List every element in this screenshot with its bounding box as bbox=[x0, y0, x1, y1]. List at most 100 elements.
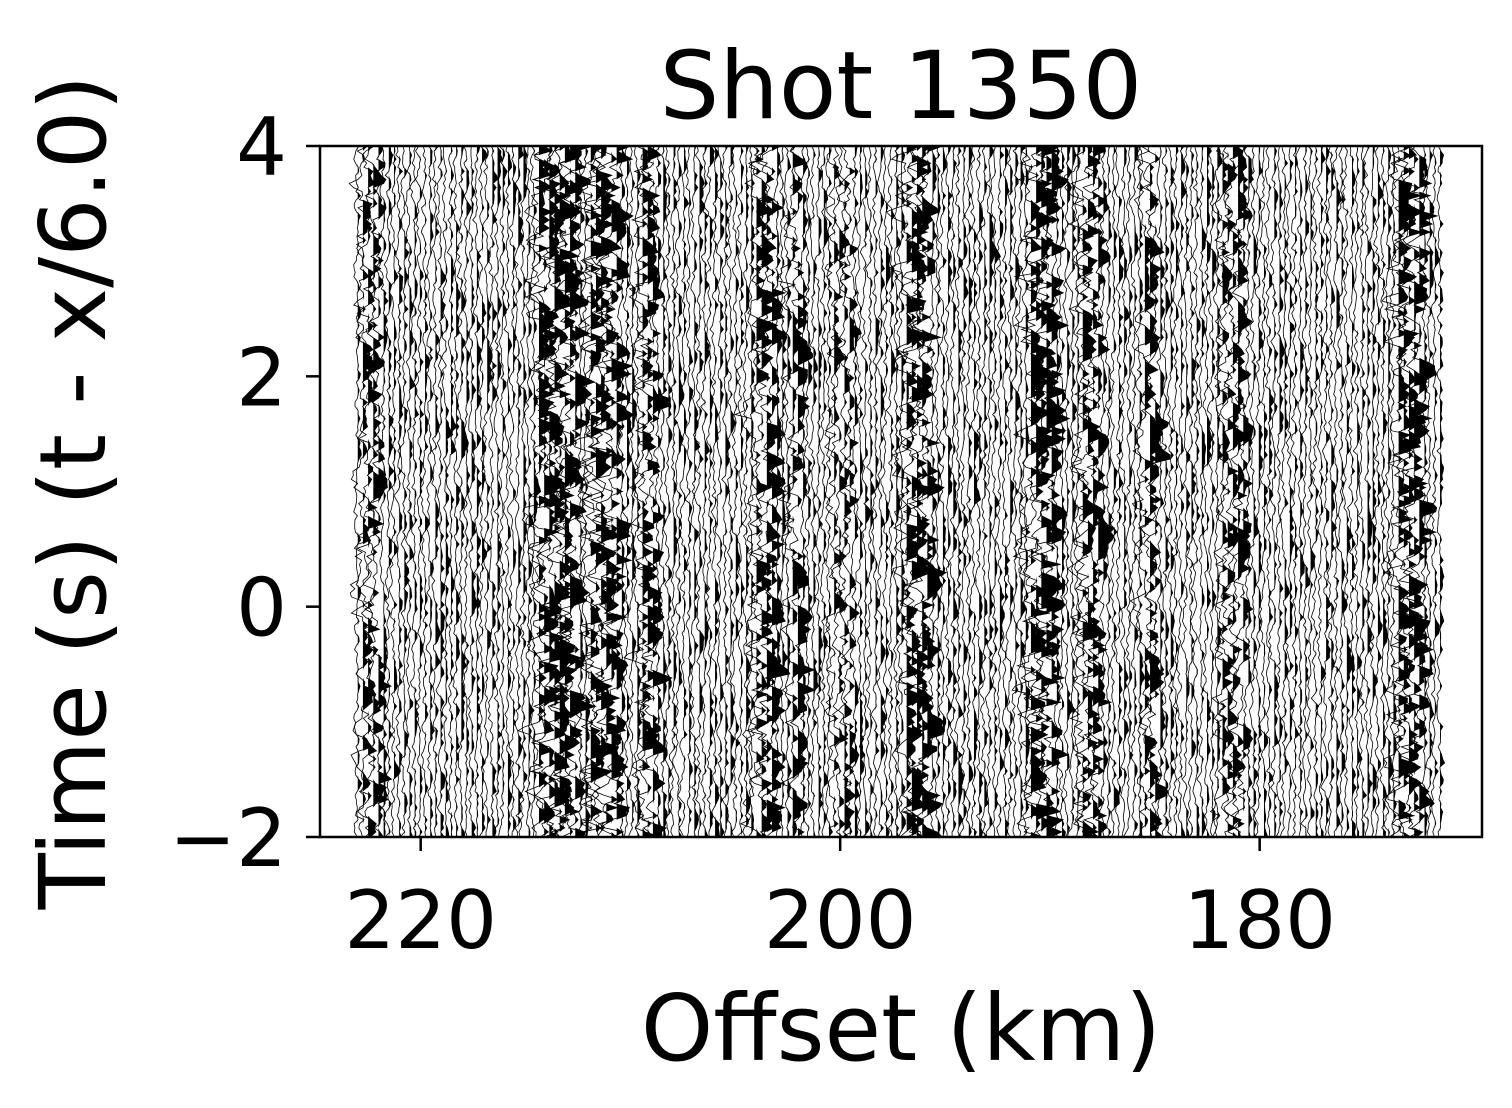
trace-fill bbox=[590, 147, 612, 836]
trace-fill bbox=[694, 147, 700, 836]
trace-fill bbox=[1103, 147, 1110, 836]
trace-wiggle bbox=[1388, 146, 1397, 837]
trace-wiggle bbox=[891, 146, 902, 837]
trace-wiggle bbox=[377, 146, 389, 837]
trace-wiggle bbox=[652, 146, 664, 837]
trace-fill bbox=[1331, 147, 1337, 836]
trace-fill bbox=[616, 147, 633, 836]
trace-fill bbox=[1279, 147, 1285, 836]
trace-wiggle bbox=[621, 146, 633, 837]
trace-wiggle bbox=[445, 146, 458, 837]
trace-fill bbox=[1388, 147, 1394, 836]
trace-wiggle bbox=[1242, 146, 1254, 837]
trace-wiggle bbox=[736, 146, 745, 837]
trace-wiggle bbox=[1420, 146, 1429, 837]
trace-fill bbox=[782, 147, 788, 836]
trace-wiggle bbox=[409, 146, 420, 837]
trace-fill bbox=[368, 147, 384, 836]
trace-wiggle bbox=[858, 146, 872, 837]
trace-fill bbox=[1398, 147, 1420, 836]
trace-wiggle bbox=[419, 146, 431, 837]
y-tick-label: 4 bbox=[236, 101, 287, 194]
trace-fill bbox=[1191, 147, 1196, 836]
trace-wiggle bbox=[1362, 146, 1373, 837]
trace-fill bbox=[394, 147, 400, 836]
trace-wiggle bbox=[513, 146, 525, 837]
trace-fill bbox=[621, 147, 626, 836]
traces-layer bbox=[348, 146, 1446, 837]
trace-fill bbox=[1025, 147, 1031, 836]
trace-wiggle bbox=[1392, 146, 1429, 837]
trace-wiggle bbox=[472, 146, 483, 837]
trace-wiggle bbox=[548, 146, 590, 837]
trace-wiggle bbox=[571, 146, 613, 837]
trace-wiggle bbox=[932, 146, 944, 837]
trace-wiggle bbox=[693, 146, 705, 837]
trace-wiggle bbox=[990, 146, 1001, 837]
trace-wiggle bbox=[937, 146, 947, 837]
chart-title: Shot 1350 bbox=[660, 32, 1143, 141]
trace-wiggle bbox=[388, 146, 400, 837]
trace-wiggle bbox=[580, 146, 591, 837]
trace-wiggle bbox=[1248, 146, 1260, 837]
trace-wiggle bbox=[704, 146, 715, 837]
trace-fill bbox=[1201, 147, 1207, 836]
trace-wiggle bbox=[493, 146, 504, 837]
trace-wiggle bbox=[822, 146, 846, 837]
trace-wiggle bbox=[709, 146, 720, 837]
trace-wiggle bbox=[383, 146, 395, 837]
trace-wiggle bbox=[1175, 146, 1188, 837]
trace-fill bbox=[917, 147, 931, 836]
trace-fill bbox=[507, 147, 512, 836]
trace-fill bbox=[1124, 147, 1130, 836]
trace-wiggle bbox=[948, 146, 960, 837]
trace-wiggle bbox=[541, 146, 586, 837]
trace-fill bbox=[735, 147, 741, 836]
trace-fill bbox=[761, 147, 778, 836]
trace-fill bbox=[482, 147, 488, 836]
trace-wiggle bbox=[1190, 146, 1201, 837]
trace-wiggle bbox=[733, 146, 779, 837]
trace-wiggle bbox=[824, 146, 834, 837]
trace-fill bbox=[1274, 147, 1279, 836]
trace-fill bbox=[1429, 147, 1435, 836]
trace-fill bbox=[948, 147, 953, 836]
trace-fill bbox=[860, 147, 866, 836]
trace-wiggle bbox=[507, 146, 519, 837]
trace-wiggle bbox=[538, 146, 583, 837]
trace-fill bbox=[844, 147, 856, 836]
trace-wiggle bbox=[1275, 146, 1285, 837]
trace-fill bbox=[813, 147, 819, 836]
trace-fill bbox=[1336, 147, 1342, 836]
trace-wiggle bbox=[658, 146, 668, 837]
trace-wiggle bbox=[595, 146, 634, 837]
trace-fill bbox=[1341, 147, 1348, 836]
trace-fill bbox=[450, 147, 457, 836]
trace-wiggle bbox=[1114, 146, 1125, 837]
trace-wiggle bbox=[797, 146, 809, 837]
trace-fill bbox=[1362, 147, 1368, 836]
trace-fill bbox=[823, 147, 829, 836]
trace-wiggle bbox=[1310, 146, 1320, 837]
trace-fill bbox=[1419, 147, 1438, 836]
trace-wiggle bbox=[1166, 146, 1176, 837]
trace-wiggle bbox=[590, 146, 634, 837]
trace-fill bbox=[989, 147, 996, 836]
trace-fill bbox=[1207, 147, 1213, 836]
trace-fill bbox=[533, 147, 541, 836]
trace-fill bbox=[1424, 147, 1428, 836]
trace-fill bbox=[1067, 147, 1073, 836]
trace-fill bbox=[937, 147, 944, 836]
trace-wiggle bbox=[1160, 146, 1171, 837]
trace-wiggle bbox=[1014, 146, 1027, 837]
trace-wiggle bbox=[1202, 146, 1213, 837]
trace-wiggle bbox=[808, 146, 819, 837]
trace-fill bbox=[502, 147, 508, 836]
trace-wiggle bbox=[689, 146, 701, 837]
trace-wiggle bbox=[684, 146, 694, 837]
trace-wiggle bbox=[503, 146, 513, 837]
trace-wiggle bbox=[1226, 146, 1253, 837]
trace-wiggle bbox=[1068, 146, 1102, 837]
trace-wiggle bbox=[1180, 146, 1191, 837]
trace-fill bbox=[1030, 147, 1054, 836]
